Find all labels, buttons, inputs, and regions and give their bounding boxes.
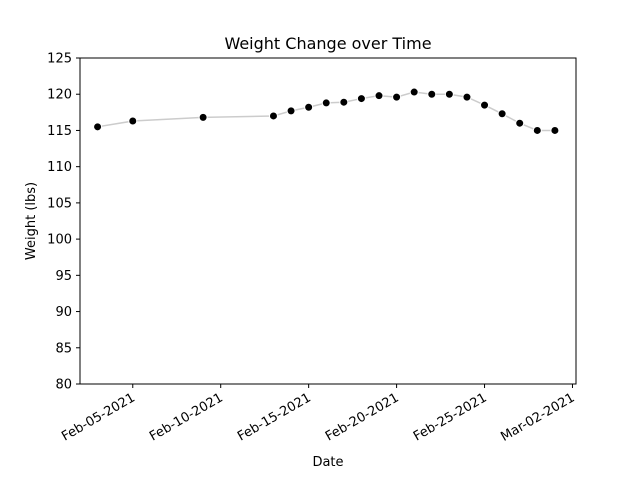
data-point	[198, 112, 208, 122]
x-tick-label: Mar-02-2021	[498, 390, 577, 444]
data-point	[392, 92, 402, 102]
data-point	[304, 102, 314, 112]
plot-area-frame	[79, 57, 577, 385]
x-tick-label: Feb-10-2021	[147, 390, 226, 444]
y-tick-label: 105	[47, 196, 72, 211]
data-point	[339, 97, 349, 107]
data-point	[515, 118, 525, 128]
y-axis-label: Weight (lbs)	[24, 182, 39, 260]
x-tick-label: Feb-05-2021	[59, 390, 138, 444]
data-point	[321, 98, 331, 108]
y-tick-label: 115	[47, 124, 72, 139]
x-tick-label: Feb-25-2021	[411, 390, 490, 444]
data-point	[550, 125, 560, 135]
y-tick-label: 80	[55, 378, 72, 393]
y-axis: 80 85 90 95 100 105 110 115 120 125	[47, 52, 80, 393]
data-point	[480, 100, 490, 110]
data-point	[356, 94, 366, 104]
y-tick-label: 85	[55, 341, 72, 356]
y-tick-label: 120	[47, 88, 72, 103]
data-point	[374, 91, 384, 101]
data-point	[532, 125, 542, 135]
x-tick-label: Feb-20-2021	[323, 390, 402, 444]
y-tick-label: 90	[55, 305, 72, 320]
series-line	[97, 91, 555, 132]
data-point	[268, 111, 278, 121]
data-point	[409, 87, 419, 97]
x-axis: Feb-05-2021 Feb-10-2021 Feb-15-2021 Feb-20-…	[59, 384, 577, 445]
y-tick-label: 125	[47, 52, 72, 67]
data-point	[128, 116, 138, 126]
data-point	[444, 89, 454, 99]
data-point	[286, 106, 296, 116]
chart-title: Weight Change over Time	[224, 34, 431, 53]
y-tick-label: 100	[47, 233, 72, 248]
y-tick-label: 110	[47, 160, 72, 175]
y-tick-label: 95	[55, 269, 72, 284]
data-point	[497, 109, 507, 119]
data-point	[93, 122, 103, 132]
data-point	[427, 89, 437, 99]
x-tick-label: Feb-15-2021	[235, 390, 314, 444]
data-point	[462, 92, 472, 102]
x-axis-label: Date	[312, 455, 343, 470]
